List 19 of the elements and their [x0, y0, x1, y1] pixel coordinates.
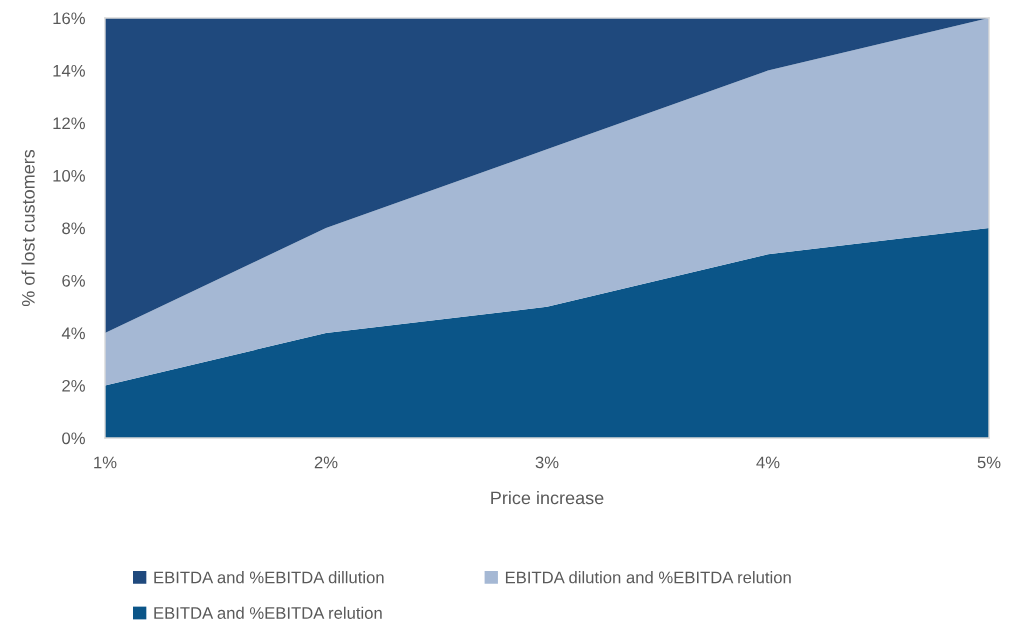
- legend-label: EBITDA and %EBITDA relution: [154, 606, 382, 619]
- x-tick-label: 4%: [756, 456, 780, 469]
- y-tick-label: 2%: [62, 379, 85, 392]
- x-axis-title: Price increase: [491, 491, 604, 505]
- x-tick-label: 1%: [94, 456, 117, 469]
- y-tick-label: 6%: [62, 274, 85, 287]
- y-tick-label: 8%: [62, 222, 85, 235]
- legend-label: EBITDA dilution and %EBITDA relution: [505, 571, 791, 584]
- x-tick-label: 5%: [977, 456, 1001, 469]
- legend-label: EBITDA and %EBITDA dillution: [154, 571, 384, 584]
- x-tick-label: 2%: [314, 456, 338, 469]
- y-tick-label: 12%: [53, 117, 85, 130]
- y-tick-label: 4%: [61, 327, 85, 340]
- y-tick-label: 0%: [62, 432, 85, 445]
- y-axis-title: % of lost customers: [21, 149, 35, 307]
- y-tick-label: 10%: [53, 169, 85, 182]
- y-tick-label: 16%: [53, 12, 85, 25]
- x-tick-label: 3%: [535, 456, 559, 469]
- y-tick-label: 14%: [53, 64, 85, 77]
